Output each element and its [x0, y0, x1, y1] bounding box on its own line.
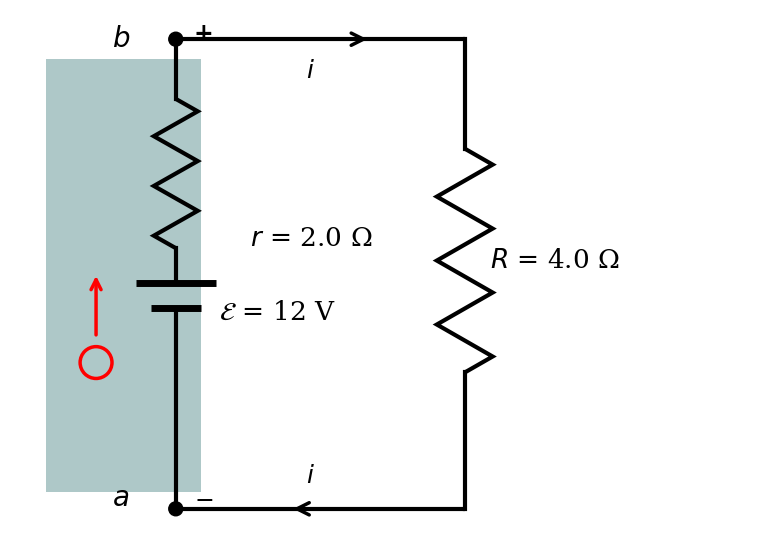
Bar — [46, 59, 201, 492]
Circle shape — [169, 502, 183, 516]
Text: $r$ = 2.0 Ω: $r$ = 2.0 Ω — [251, 226, 373, 250]
Text: $i$: $i$ — [306, 60, 315, 83]
Text: $b$: $b$ — [112, 26, 130, 53]
Text: $R$ = 4.0 Ω: $R$ = 4.0 Ω — [490, 248, 619, 272]
Text: $\mathcal{E}$ = 12 V: $\mathcal{E}$ = 12 V — [219, 300, 335, 326]
Circle shape — [169, 32, 183, 46]
Text: +: + — [194, 22, 213, 46]
Text: $i$: $i$ — [306, 465, 315, 488]
Text: $-$: $-$ — [194, 487, 213, 511]
Text: $a$: $a$ — [112, 486, 130, 512]
